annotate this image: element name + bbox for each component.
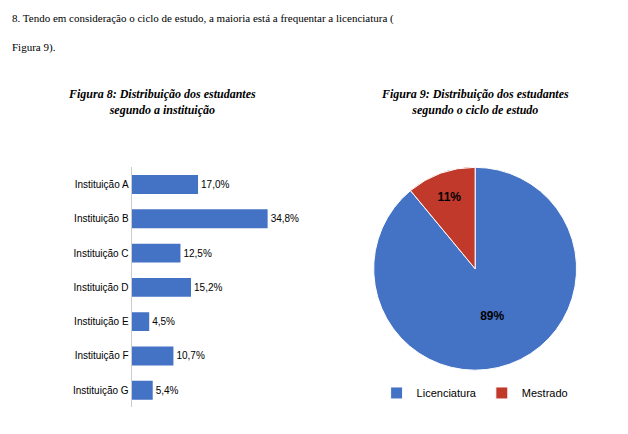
svg-text:Instituição E: Instituição E: [74, 316, 129, 327]
svg-text:8. Tendo em consideração o cic: 8. Tendo em consideração o ciclo de estu…: [12, 12, 394, 25]
svg-text:89%: 89%: [480, 309, 504, 323]
svg-text:Instituição A: Instituição A: [75, 179, 129, 190]
svg-text:12,5%: 12,5%: [183, 248, 211, 259]
svg-text:17,0%: 17,0%: [201, 179, 229, 190]
svg-text:15,2%: 15,2%: [194, 282, 222, 293]
svg-text:Mestrado: Mestrado: [522, 387, 568, 399]
svg-text:4,5%: 4,5%: [152, 316, 175, 327]
svg-text:Instituição C: Instituição C: [74, 248, 129, 259]
svg-text:Instituição G: Instituição G: [73, 385, 129, 396]
svg-text:10,7%: 10,7%: [176, 350, 204, 361]
svg-text:5,4%: 5,4%: [156, 385, 179, 396]
svg-text:Licenciatura: Licenciatura: [417, 387, 477, 399]
svg-text:34,8%: 34,8%: [271, 213, 299, 224]
svg-text:Figura 9).: Figura 9).: [12, 41, 56, 54]
svg-text:Instituição D: Instituição D: [74, 282, 129, 293]
svg-text:Figura 9: Distribuição dos est: Figura 9: Distribuição dos estudantesseg…: [381, 87, 569, 117]
svg-text:Instituição B: Instituição B: [74, 213, 129, 224]
svg-text:11%: 11%: [438, 190, 462, 204]
svg-text:Figura 8: Distribuição dos est: Figura 8: Distribuição dos estudantesseg…: [68, 87, 256, 117]
svg-text:Instituição F: Instituição F: [75, 350, 129, 361]
